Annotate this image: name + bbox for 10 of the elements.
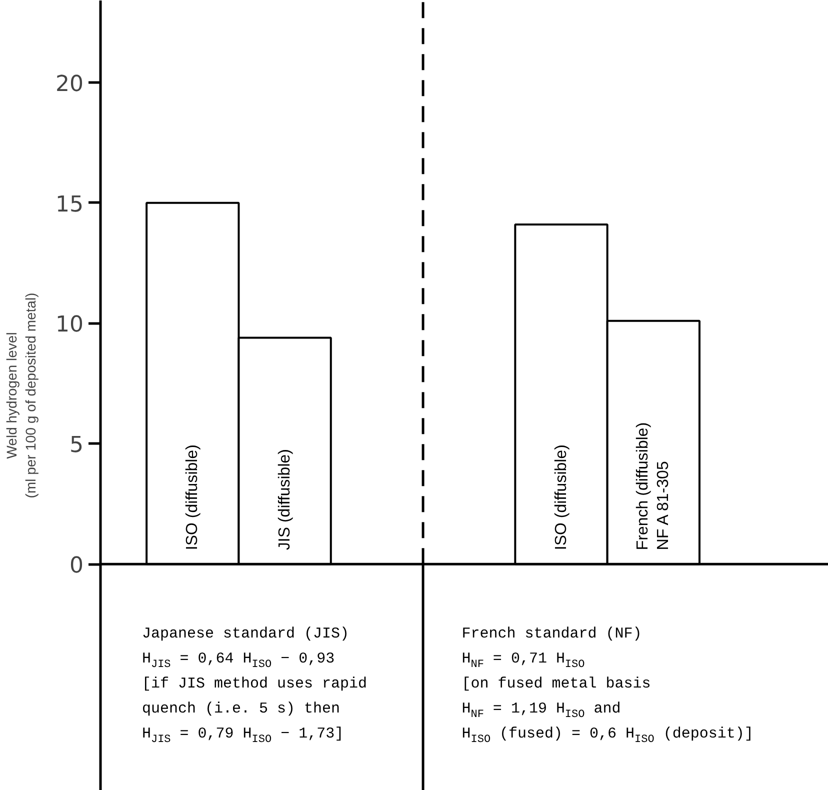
y-tick-label: 0 <box>70 554 84 579</box>
x-tick-label: ISO (diffusible) <box>552 444 570 550</box>
y-tick-label: 10 <box>56 312 84 338</box>
y-tick-label: 20 <box>56 72 84 97</box>
x-tick-label: ISO (diffusible) <box>184 444 202 550</box>
x-tick-label: JIS (diffusible) <box>276 449 294 550</box>
y-axis-title: Weld hydrogen level (ml per 100 g of deposited metal) <box>3 292 39 498</box>
y-tick-label: 5 <box>70 433 84 458</box>
x-tick-label: French (diffusible) NF A 81-305 <box>634 422 672 550</box>
y-tick-label: 15 <box>56 192 84 218</box>
